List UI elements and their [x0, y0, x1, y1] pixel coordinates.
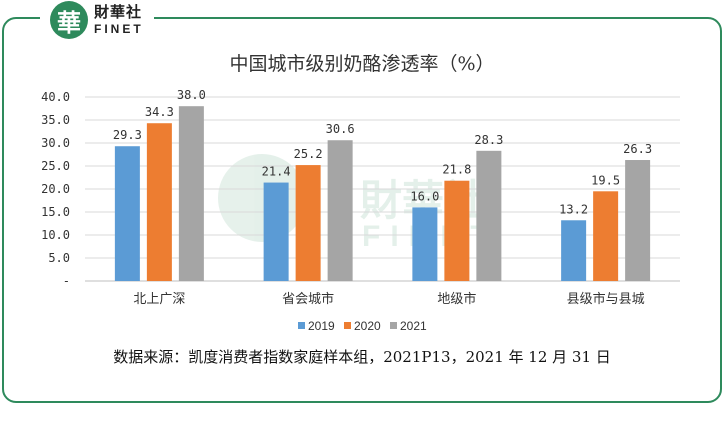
y-tick-label: 30.0: [41, 136, 70, 150]
brand-name-cn: 財華社: [94, 3, 143, 21]
bar-value-label: 25.2: [294, 147, 323, 161]
legend-label: 2019: [308, 319, 335, 333]
y-tick-label: 5.0: [48, 251, 70, 265]
y-tick-label: 10.0: [41, 228, 70, 242]
bar-2021-2: [327, 140, 353, 281]
chart-title: 中国城市级别奶酪渗透率（%）: [229, 53, 494, 75]
legend-item-2020: 2020: [344, 319, 381, 333]
bar-value-label: 19.5: [591, 173, 620, 187]
bar-value-label: 29.3: [113, 128, 142, 142]
bar-value-label: 21.8: [442, 163, 471, 177]
x-category-label: 县级市与县城: [567, 291, 645, 307]
bar-2020-4: [593, 191, 619, 281]
y-tick-label: -: [63, 274, 70, 288]
bar-value-label: 16.0: [410, 189, 439, 203]
bar-2021-4: [625, 160, 651, 281]
legend-swatch: [344, 322, 351, 329]
bar-2020-2: [295, 165, 321, 281]
x-category-label: 地级市: [437, 291, 476, 307]
bar-value-label: 26.3: [623, 142, 652, 156]
y-tick-label: 40.0: [41, 90, 70, 104]
bar-value-label: 30.6: [326, 122, 355, 136]
legend-label: 2021: [400, 319, 427, 333]
y-tick-label: 20.0: [41, 182, 70, 196]
bar-value-label: 21.4: [262, 165, 291, 179]
bar-value-label: 28.3: [474, 133, 503, 147]
bar-2019-3: [412, 207, 438, 281]
bar-value-label: 34.3: [145, 105, 174, 119]
bar-value-label: 38.0: [177, 88, 206, 102]
y-tick-label: 35.0: [41, 113, 70, 127]
bar-2020-1: [146, 123, 172, 281]
legend-item-2019: 2019: [298, 319, 335, 333]
brand-logo: 華: [50, 1, 88, 39]
brand-name-en: FINET: [94, 22, 144, 36]
legend-swatch: [298, 322, 305, 329]
y-tick-label: 25.0: [41, 159, 70, 173]
x-category-label: 省会城市: [282, 291, 334, 307]
bar-2019-4: [561, 220, 587, 281]
bar-value-label: 13.2: [559, 202, 588, 216]
source-note: 数据来源：凯度消费者指数家庭样本组，2021P13，2021 年 12 月 31…: [113, 348, 611, 366]
y-tick-label: 15.0: [41, 205, 70, 219]
brand-header: 華 財華社 FINET: [40, 0, 154, 40]
bar-2020-3: [444, 180, 470, 281]
bar-2021-1: [178, 106, 204, 281]
legend-swatch: [390, 322, 397, 329]
legend-label: 2020: [354, 319, 381, 333]
bar-2019-1: [114, 146, 140, 281]
x-category-label: 北上广深: [133, 292, 185, 307]
bar-2019-2: [263, 182, 289, 281]
legend-item-2021: 2021: [390, 319, 427, 333]
bar-2021-3: [476, 150, 502, 281]
